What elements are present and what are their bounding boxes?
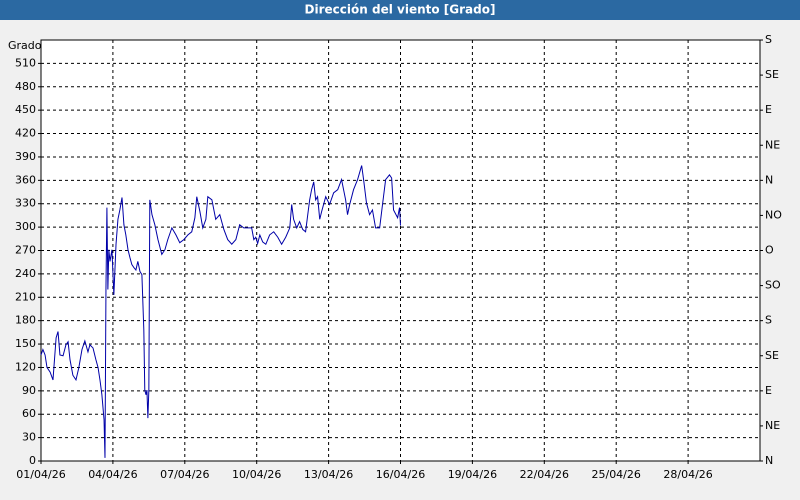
y-tick-label: 0 (29, 454, 36, 467)
y-tick-label: 330 (15, 197, 36, 210)
y-tick-label: 210 (15, 290, 36, 303)
y-tick-label: 240 (15, 267, 36, 280)
y2-tick-label: NE (765, 138, 780, 151)
y2-tick-label: N (765, 454, 773, 467)
y-tick-label: 480 (15, 80, 36, 93)
y-tick-label: 360 (15, 173, 36, 186)
y-tick-label: 30 (22, 431, 36, 444)
chart-title: Dirección del viento [Grado] (305, 3, 496, 17)
y-tick-label: 150 (15, 337, 36, 350)
data-line (40, 165, 401, 458)
x-tick-label: 13/04/26 (304, 468, 353, 481)
y2-tick-label: E (765, 384, 772, 397)
y2-tick-label: S (765, 314, 772, 327)
x-tick-label: 22/04/26 (520, 468, 569, 481)
y-tick-label: 90 (22, 384, 36, 397)
y2-tick-label: S (765, 33, 772, 46)
x-tick-label: 01/04/26 (16, 468, 65, 481)
y2-tick-label: E (765, 103, 772, 116)
y-tick-label: 450 (15, 103, 36, 116)
y-tick-label: 300 (15, 220, 36, 233)
x-tick-label: 04/04/26 (88, 468, 137, 481)
y2-tick-label: SE (765, 349, 779, 362)
y2-tick-label: NE (765, 419, 780, 432)
y-tick-label: 180 (15, 314, 36, 327)
x-tick-label: 25/04/26 (591, 468, 640, 481)
y2-tick-label: O (765, 244, 774, 257)
y-tick-label: 420 (15, 127, 36, 140)
y-axis-label: Grado (8, 39, 42, 52)
y2-tick-label: SO (765, 279, 781, 292)
title-bar (0, 0, 800, 20)
x-tick-label: 07/04/26 (160, 468, 209, 481)
y2-tick-label: SE (765, 68, 779, 81)
x-tick-label: 10/04/26 (232, 468, 281, 481)
x-tick-label: 16/04/26 (376, 468, 425, 481)
x-tick-label: 28/04/26 (663, 468, 712, 481)
y-tick-label: 270 (15, 244, 36, 257)
y2-tick-label: NO (765, 208, 782, 221)
y-tick-label: 120 (15, 360, 36, 373)
y-tick-label: 390 (15, 150, 36, 163)
y-tick-label: 60 (22, 407, 36, 420)
x-tick-label: 19/04/26 (448, 468, 497, 481)
y2-tick-label: N (765, 173, 773, 186)
plot-border (40, 39, 761, 462)
y-tick-label: 510 (15, 56, 36, 69)
